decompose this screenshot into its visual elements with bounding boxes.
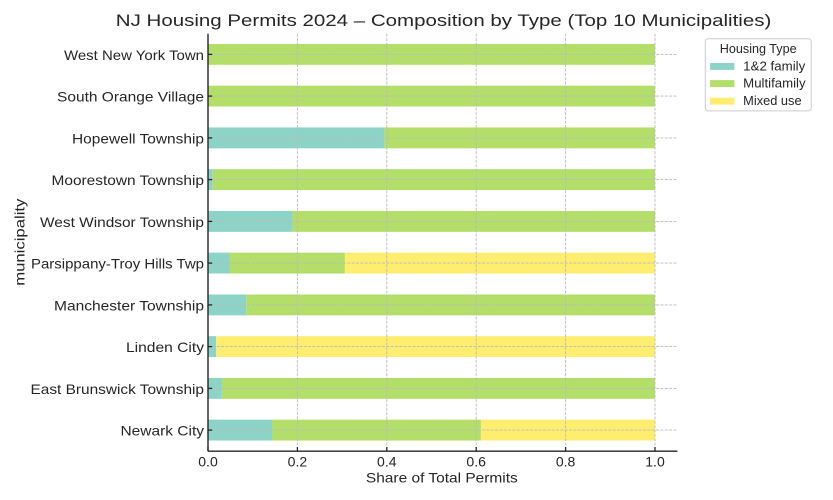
svg-text:1&2 family: 1&2 family — [743, 59, 806, 73]
svg-text:0.2: 0.2 — [288, 453, 308, 469]
svg-text:Housing Type: Housing Type — [720, 42, 797, 56]
svg-text:West Windsor Township: West Windsor Township — [40, 214, 204, 230]
svg-text:municipality: municipality — [12, 199, 28, 286]
svg-text:0.0: 0.0 — [198, 453, 218, 469]
svg-text:1.0: 1.0 — [645, 453, 665, 469]
svg-text:Hopewell Township: Hopewell Township — [72, 130, 204, 146]
svg-text:Moorestown Township: Moorestown Township — [52, 172, 205, 188]
svg-text:0.8: 0.8 — [556, 453, 576, 469]
svg-text:East Brunswick Township: East Brunswick Township — [31, 381, 205, 397]
svg-text:Mixed use: Mixed use — [743, 94, 801, 108]
svg-text:Multifamily: Multifamily — [743, 77, 806, 91]
svg-text:Linden City: Linden City — [126, 339, 204, 355]
svg-text:NJ Housing Permits 2024 – Comp: NJ Housing Permits 2024 – Composition by… — [116, 11, 772, 30]
svg-text:Share of Total Permits: Share of Total Permits — [366, 469, 518, 485]
svg-text:Newark City: Newark City — [121, 423, 205, 439]
svg-text:South Orange Village: South Orange Village — [57, 89, 204, 105]
svg-text:Manchester Township: Manchester Township — [54, 297, 204, 313]
svg-text:Parsippany-Troy Hills Twp: Parsippany-Troy Hills Twp — [31, 256, 204, 272]
svg-text:0.6: 0.6 — [466, 453, 486, 469]
svg-text:0.4: 0.4 — [377, 453, 397, 469]
svg-text:West New York Town: West New York Town — [64, 47, 204, 63]
